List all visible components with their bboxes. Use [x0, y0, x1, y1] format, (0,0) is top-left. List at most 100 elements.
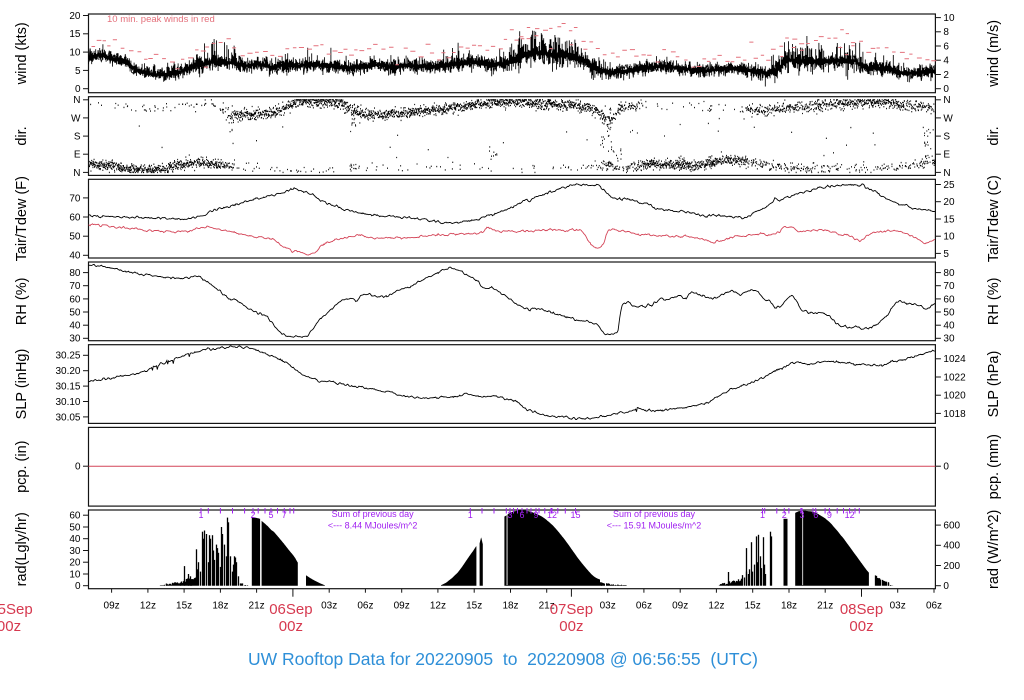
- svg-text:wind (m/s): wind (m/s): [986, 20, 1002, 88]
- svg-text:30.20: 30.20: [55, 366, 80, 377]
- svg-text:Tair/Tdew (F): Tair/Tdew (F): [14, 176, 30, 261]
- svg-text:3: 3: [507, 510, 512, 520]
- svg-text:21z: 21z: [249, 601, 265, 612]
- svg-text:S: S: [943, 132, 950, 143]
- svg-text:N: N: [73, 95, 80, 106]
- svg-text:E: E: [74, 150, 81, 161]
- svg-text:400: 400: [943, 541, 960, 552]
- svg-text:06z: 06z: [636, 601, 652, 612]
- svg-text:RH (%): RH (%): [986, 278, 1002, 326]
- svg-text:Sum of previous day: Sum of previous day: [332, 509, 415, 519]
- svg-text:SLP (inHg): SLP (inHg): [14, 349, 30, 420]
- svg-text:1: 1: [198, 510, 203, 520]
- svg-text:30.10: 30.10: [55, 397, 80, 408]
- svg-text:50: 50: [943, 307, 955, 318]
- svg-text:dir.: dir.: [14, 126, 30, 145]
- svg-text:UW Rooftop Data for 20220905: UW Rooftop Data for 20220905 to 20220908…: [248, 649, 758, 669]
- svg-text:RH (%): RH (%): [14, 278, 30, 326]
- svg-text:0: 0: [75, 84, 81, 95]
- svg-text:Tair/Tdew (C): Tair/Tdew (C): [986, 175, 1002, 262]
- svg-text:6: 6: [813, 510, 818, 520]
- svg-text:15: 15: [943, 214, 955, 225]
- svg-text:70: 70: [69, 193, 81, 204]
- svg-text:20: 20: [69, 11, 81, 22]
- svg-text:15: 15: [69, 29, 81, 40]
- svg-text:8: 8: [943, 27, 949, 38]
- svg-text:5: 5: [268, 510, 273, 520]
- svg-text:15z: 15z: [466, 601, 482, 612]
- svg-text:15z: 15z: [176, 601, 192, 612]
- svg-text:<--- 8.44 MJoules/m^2: <--- 8.44 MJoules/m^2: [328, 520, 418, 530]
- svg-text:5: 5: [75, 66, 81, 77]
- svg-text:06z: 06z: [357, 601, 373, 612]
- svg-text:2: 2: [250, 510, 255, 520]
- svg-text:08Sep: 08Sep: [840, 601, 883, 618]
- svg-text:rad(Lgly/hr): rad(Lgly/hr): [14, 512, 30, 586]
- svg-text:03z: 03z: [600, 601, 616, 612]
- svg-text:50: 50: [69, 307, 81, 318]
- svg-text:0: 0: [943, 462, 949, 473]
- svg-text:6: 6: [943, 41, 949, 52]
- svg-text:1: 1: [468, 510, 473, 520]
- svg-text:10 min. peak winds in red: 10 min. peak winds in red: [107, 14, 215, 25]
- svg-text:SLP (hPa): SLP (hPa): [986, 351, 1002, 418]
- svg-text:W: W: [71, 113, 81, 124]
- svg-text:0: 0: [75, 462, 81, 473]
- svg-text:80: 80: [943, 268, 955, 279]
- svg-text:10: 10: [943, 13, 955, 24]
- svg-text:0: 0: [75, 581, 81, 592]
- svg-text:12: 12: [845, 510, 855, 520]
- svg-text:200: 200: [943, 561, 960, 572]
- svg-text:0: 0: [943, 84, 949, 95]
- svg-text:<--- 15.91 MJoules/m^2: <--- 15.91 MJoules/m^2: [607, 520, 702, 530]
- svg-text:2: 2: [943, 70, 949, 81]
- svg-text:2: 2: [782, 510, 787, 520]
- svg-text:E: E: [943, 150, 950, 161]
- svg-text:50: 50: [69, 522, 81, 533]
- svg-text:30.15: 30.15: [55, 382, 80, 393]
- svg-text:00z: 00z: [279, 618, 303, 635]
- svg-text:dir.: dir.: [986, 126, 1002, 145]
- svg-text:30.05: 30.05: [55, 412, 80, 423]
- svg-text:06z: 06z: [926, 601, 942, 612]
- svg-text:60: 60: [943, 294, 955, 305]
- svg-text:3: 3: [799, 510, 804, 520]
- svg-text:4: 4: [943, 56, 949, 67]
- svg-text:1020: 1020: [943, 391, 966, 402]
- svg-text:1018: 1018: [943, 409, 966, 420]
- svg-text:50: 50: [69, 232, 81, 243]
- svg-text:06Sep: 06Sep: [269, 601, 312, 618]
- svg-text:30: 30: [69, 334, 81, 345]
- svg-text:40: 40: [69, 251, 81, 262]
- svg-text:60: 60: [69, 212, 81, 223]
- svg-text:N: N: [943, 168, 950, 179]
- svg-text:60: 60: [69, 511, 81, 522]
- svg-text:15: 15: [570, 510, 580, 520]
- svg-text:25: 25: [943, 180, 955, 191]
- svg-text:N: N: [943, 95, 950, 106]
- svg-text:30.25: 30.25: [55, 351, 80, 362]
- svg-text:30: 30: [943, 334, 955, 345]
- svg-text:10: 10: [69, 569, 81, 580]
- svg-text:18z: 18z: [212, 601, 228, 612]
- svg-text:40: 40: [69, 321, 81, 332]
- svg-text:00z: 00z: [559, 618, 583, 635]
- svg-text:1024: 1024: [943, 354, 966, 365]
- svg-text:03z: 03z: [890, 601, 906, 612]
- svg-text:00z: 00z: [0, 618, 21, 635]
- svg-text:70: 70: [943, 281, 955, 292]
- svg-text:9: 9: [827, 510, 832, 520]
- svg-text:10: 10: [69, 48, 81, 59]
- svg-text:40: 40: [943, 321, 955, 332]
- svg-text:9: 9: [533, 510, 538, 520]
- svg-text:W: W: [943, 113, 953, 124]
- svg-text:Sum of previous day: Sum of previous day: [613, 509, 696, 519]
- svg-text:7: 7: [282, 510, 287, 520]
- svg-text:21z: 21z: [817, 601, 833, 612]
- svg-text:12z: 12z: [430, 601, 446, 612]
- svg-text:09z: 09z: [672, 601, 688, 612]
- svg-text:pcp. (in): pcp. (in): [14, 441, 30, 493]
- svg-text:12z: 12z: [140, 601, 156, 612]
- svg-text:12: 12: [547, 510, 557, 520]
- svg-text:60: 60: [69, 294, 81, 305]
